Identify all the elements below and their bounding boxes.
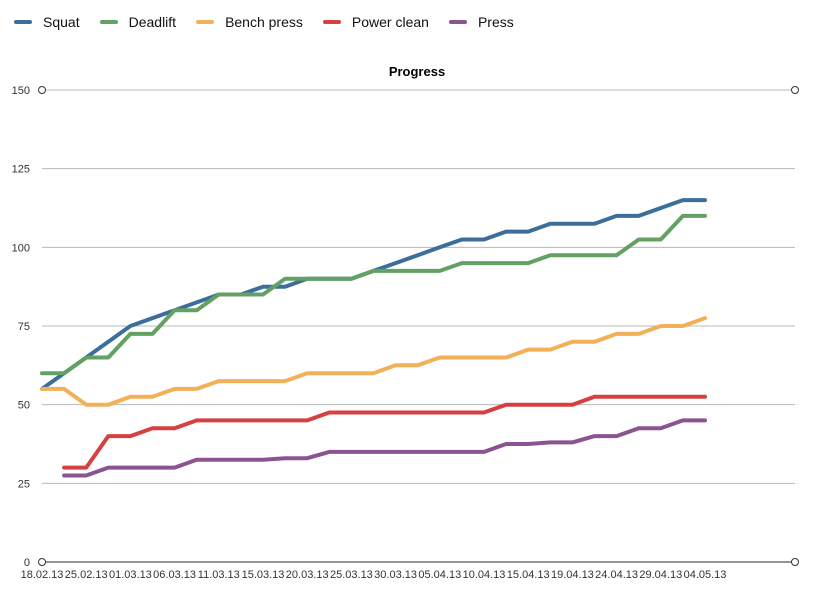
- y-tick-label: 25: [18, 478, 30, 490]
- axis-handle[interactable]: [38, 86, 46, 94]
- legend-swatch-squat: [14, 20, 32, 24]
- legend-swatch-deadlift: [99, 20, 118, 24]
- x-tick-label: 25.03.13: [330, 569, 373, 581]
- x-tick-label: 24.04.13: [595, 569, 638, 581]
- x-axis-ticks: 18.02.13 25.02.13 01.03.13 06.03.13 11.03.13…: [21, 569, 727, 581]
- legend-label-bench-press: Bench press: [225, 14, 303, 30]
- x-tick-label: 15.03.13: [242, 569, 285, 581]
- series-line-press: [62, 418, 707, 478]
- axis-handles: [38, 86, 799, 566]
- x-tick-label: 01.03.13: [109, 569, 152, 581]
- y-tick-label: 0: [24, 557, 30, 569]
- legend-item-bench-press[interactable]: Bench press: [196, 14, 303, 30]
- x-tick-label: 30.03.13: [374, 569, 417, 581]
- y-tick-label: 75: [18, 321, 30, 333]
- series-line-deadlift: [40, 213, 707, 376]
- legend-swatch-press: [448, 20, 467, 24]
- y-tick-label: 150: [12, 85, 30, 97]
- legend-swatch-power-clean: [322, 20, 341, 24]
- legend-item-power-clean[interactable]: Power clean: [322, 14, 429, 30]
- x-tick-label: 19.04.13: [551, 569, 594, 581]
- legend-label-squat: Squat: [43, 14, 80, 30]
- chart-title: Progress: [389, 64, 445, 79]
- series-lines: [40, 198, 707, 478]
- series-line-power-clean: [62, 394, 707, 470]
- chart-legend: Squat Deadlift Bench press Power clean P…: [0, 10, 520, 34]
- series-line-squat: [40, 198, 707, 391]
- legend-item-deadlift[interactable]: Deadlift: [99, 14, 177, 30]
- axis-handle[interactable]: [38, 558, 46, 566]
- y-axis-ticks: 0 25 50 75 100 125 150: [12, 85, 30, 569]
- legend-item-squat[interactable]: Squat: [14, 14, 80, 30]
- x-tick-label: 25.02.13: [65, 569, 108, 581]
- x-tick-label: 18.02.13: [21, 569, 64, 581]
- x-tick-label: 15.04.13: [507, 569, 550, 581]
- x-tick-label: 04.05.13: [684, 569, 727, 581]
- x-tick-label: 10.04.13: [463, 569, 506, 581]
- axis-handle[interactable]: [791, 558, 799, 566]
- x-tick-label: 05.04.13: [418, 569, 461, 581]
- series-line-bench-press: [40, 316, 707, 407]
- legend-swatch-bench-press: [196, 20, 215, 24]
- y-tick-label: 100: [12, 242, 30, 254]
- x-tick-label: 11.03.13: [198, 569, 240, 581]
- legend-label-deadlift: Deadlift: [128, 14, 177, 30]
- x-tick-label: 29.04.13: [639, 569, 682, 581]
- x-tick-label: 20.03.13: [286, 569, 329, 581]
- y-tick-label: 125: [12, 164, 30, 176]
- y-tick-label: 50: [18, 400, 30, 412]
- axis-handle[interactable]: [791, 86, 799, 94]
- x-tick-label: 06.03.13: [153, 569, 196, 581]
- legend-label-power-clean: Power clean: [351, 14, 429, 30]
- legend-item-press[interactable]: Press: [448, 14, 514, 30]
- legend-label-press: Press: [477, 14, 514, 30]
